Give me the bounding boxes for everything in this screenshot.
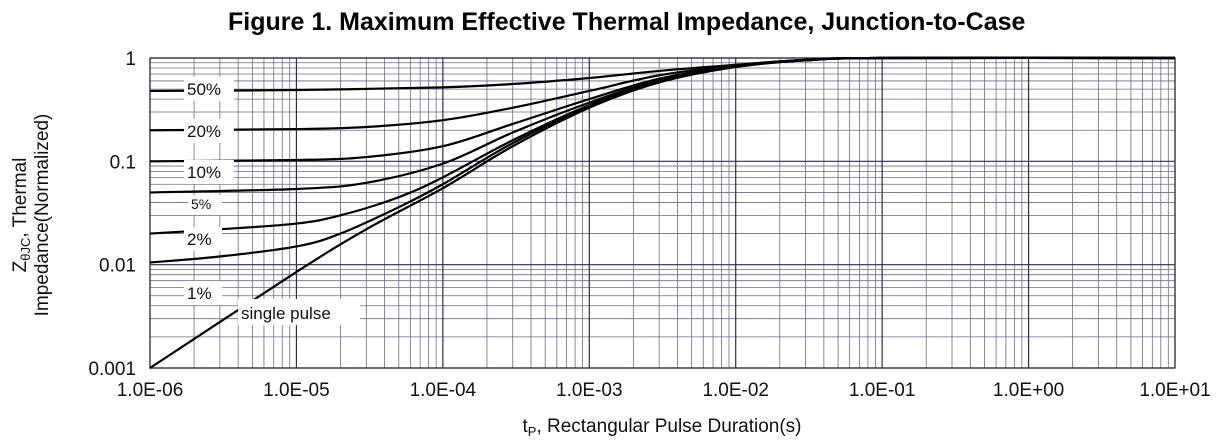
series-label: 50% — [187, 80, 221, 99]
series-label: 5% — [191, 196, 211, 212]
series-label-bg — [238, 299, 360, 325]
x-tick-label: 1.0E-02 — [702, 380, 769, 401]
x-tick-label: 1.0E-05 — [263, 380, 330, 401]
axis-titles: tP, Rectangular Pulse Duration(s) ZθJC, T… — [10, 114, 802, 439]
y-tick-label: 0.001 — [88, 359, 136, 380]
series-line-6 — [149, 56, 1176, 369]
x-tick-label: 1.0E-06 — [117, 380, 184, 401]
y-tick-label: 0.01 — [99, 256, 136, 277]
series-label: 1% — [187, 284, 212, 303]
plot-frame — [149, 57, 1176, 369]
series-label-bg — [184, 77, 234, 101]
x-tick-label: 1.0E-04 — [410, 380, 477, 401]
series-label: 10% — [187, 163, 221, 182]
x-tick-label: 1.0E+00 — [993, 380, 1064, 401]
x-axis-title: tP, Rectangular Pulse Duration(s) — [522, 416, 801, 439]
series-lines — [149, 56, 1176, 369]
y-axis-title-line-2: Impedance(Normalized) — [32, 114, 53, 317]
y-axis-title: ZθJC, Thermal Impedance(Normalized) — [10, 114, 53, 317]
y-tick-label: 0.1 — [110, 152, 136, 173]
series-line-1 — [149, 56, 1176, 132]
series-line-2 — [149, 56, 1176, 163]
y-tick-label: 1 — [125, 49, 136, 70]
series-label-bg — [184, 281, 222, 305]
series-label-bg — [184, 227, 222, 251]
x-tick-label: 1.0E+01 — [1139, 380, 1210, 401]
x-tick-label: 1.0E-03 — [556, 380, 623, 401]
series-label-bg — [184, 160, 234, 184]
chart-title: Figure 1. Maximum Effective Thermal Impe… — [228, 8, 1026, 36]
series-label: 2% — [187, 230, 212, 249]
series-labels: 50% 20% 10% 5% 2% 1% single pulse — [184, 77, 360, 325]
x-tick-label: 1.0E-01 — [849, 380, 916, 401]
series-label: 20% — [187, 122, 221, 141]
series-label-bg — [184, 119, 234, 143]
tick-labels: 1.0E-06 1.0E-05 1.0E-04 1.0E-03 1.0E-02 1.0E-… — [88, 49, 1210, 401]
series-line-4 — [149, 56, 1176, 235]
y-axis-title-line-1: ZθJC, Thermal — [10, 158, 33, 273]
series-label-bg — [188, 195, 222, 215]
series-label: single pulse — [241, 304, 331, 323]
